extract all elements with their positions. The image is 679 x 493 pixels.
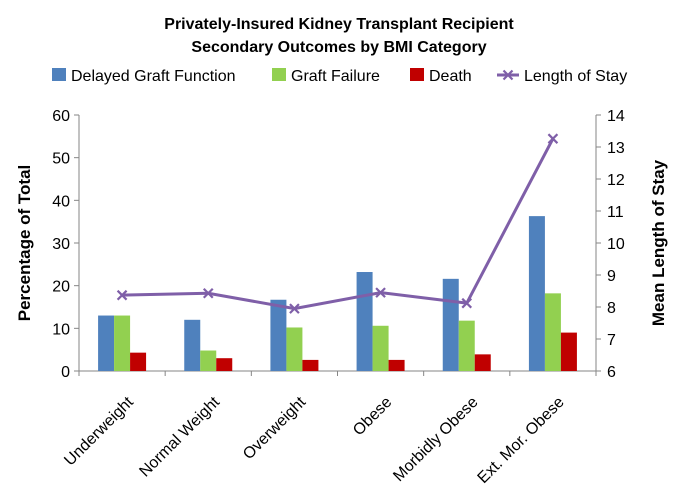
line-series-path — [122, 137, 555, 311]
right-tick-label: 13 — [607, 140, 625, 157]
bar — [184, 319, 201, 371]
bar — [356, 272, 373, 371]
bar — [130, 352, 147, 371]
left-axis-title: Percentage of Total — [15, 165, 34, 322]
legend-swatch — [272, 68, 286, 81]
legend: Delayed Graft Function Graft Failure Death… — [52, 68, 627, 85]
bar — [270, 299, 287, 371]
left-tick-label: 0 — [61, 364, 70, 381]
bar — [372, 325, 389, 371]
legend-label: Death — [429, 68, 472, 85]
x-tick-label: Obese — [350, 394, 395, 439]
left-tick-label: 60 — [52, 108, 70, 125]
left-tick-label: 30 — [52, 236, 70, 253]
right-tick-label: 7 — [607, 332, 616, 349]
right-axis-ticks: 6 7 8 9 10 11 12 13 14 — [596, 108, 625, 381]
legend-label: Length of Stay — [524, 68, 627, 85]
bar — [286, 327, 303, 371]
line-point-marker — [375, 287, 386, 298]
line-point-marker — [547, 133, 559, 144]
right-tick-label: 10 — [607, 236, 625, 253]
line-point-marker — [289, 303, 300, 314]
bar — [216, 358, 233, 371]
legend-swatch — [410, 68, 424, 81]
line-series-group — [116, 133, 559, 314]
x-tick-label: Overweight — [240, 393, 310, 463]
line-point-marker — [202, 287, 214, 299]
line-point-marker — [116, 289, 128, 301]
right-tick-label: 6 — [607, 364, 616, 381]
left-tick-label: 40 — [52, 193, 70, 210]
bar — [544, 293, 561, 371]
chart-title-line-1: Privately-Insured Kidney Transplant Reci… — [164, 16, 514, 33]
legend-swatch — [52, 68, 66, 81]
bar — [474, 354, 491, 371]
x-tick-label: Ext. Mor. Obese — [475, 394, 568, 487]
legend-label: Delayed Graft Function — [71, 68, 236, 85]
x-tick-label: Underweight — [61, 393, 137, 469]
right-tick-label: 11 — [607, 204, 624, 221]
bar — [560, 332, 577, 371]
right-tick-label: 9 — [607, 268, 616, 285]
x-tick-label: Morbidly Obese — [390, 394, 481, 485]
bar — [458, 320, 475, 371]
right-axis-title: Mean Length of Stay — [649, 159, 668, 326]
bar — [200, 350, 217, 371]
bar — [302, 359, 319, 371]
bar — [442, 278, 459, 371]
bar — [388, 359, 405, 371]
bar — [114, 315, 131, 371]
right-tick-label: 14 — [607, 108, 625, 125]
left-axis-ticks: 0 10 20 30 40 50 60 — [52, 108, 79, 381]
left-tick-label: 50 — [52, 151, 70, 168]
chart-title-line-2: Secondary Outcomes by BMI Category — [191, 39, 486, 56]
left-tick-label: 10 — [52, 321, 70, 338]
right-tick-label: 12 — [607, 172, 625, 189]
x-tick-label: Normal Weight — [136, 393, 223, 480]
legend-label: Graft Failure — [291, 68, 380, 85]
legend-marker — [502, 69, 514, 81]
left-tick-label: 20 — [52, 279, 70, 296]
bar — [528, 216, 545, 371]
line-point-marker — [461, 297, 473, 309]
right-tick-label: 8 — [607, 300, 616, 317]
bar — [98, 315, 115, 371]
x-axis-ticks: Underweight Normal Weight Overweight ObeseM… — [61, 371, 597, 487]
